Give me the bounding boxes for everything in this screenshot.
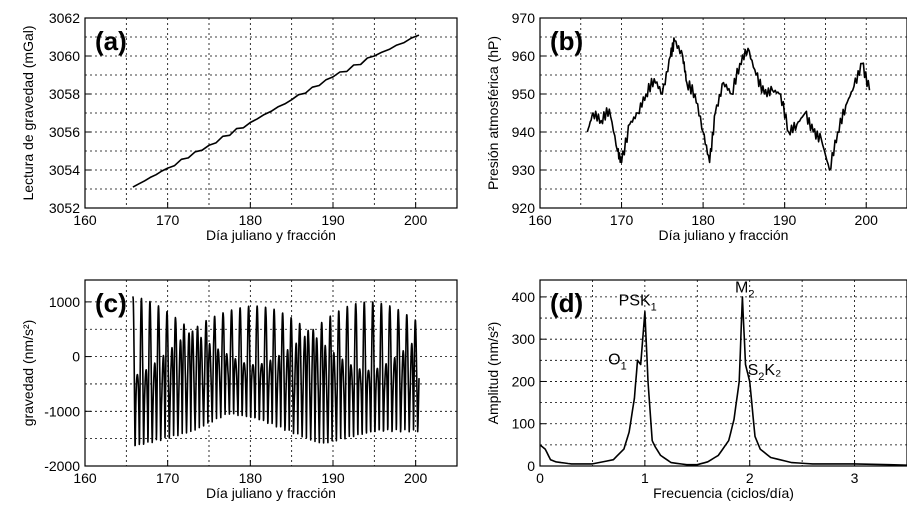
x-axis-label: Día juliano y fracción xyxy=(659,227,789,243)
x-tick-label: 3 xyxy=(851,470,859,486)
x-tick-label: 0 xyxy=(536,470,544,486)
panel-label-b: (b) xyxy=(550,26,583,56)
grid-a xyxy=(85,18,457,208)
x-tick-label: 160 xyxy=(528,212,552,228)
panel-a: 160 170 180 190 200 3052 3054 3056 3058 3060 3062 D… xyxy=(20,10,458,243)
x-tick-label: 170 xyxy=(156,212,180,228)
x-tick-label: 200 xyxy=(404,212,428,228)
x-tick-label: 180 xyxy=(239,212,263,228)
y-tick-label: 0 xyxy=(527,458,535,474)
x-tick-label: 190 xyxy=(321,212,345,228)
y-tick-label: 3054 xyxy=(49,162,80,178)
x-tick-label: 1 xyxy=(641,470,649,486)
y-tick-label: 1000 xyxy=(49,294,80,310)
annotation-part: 1 xyxy=(651,301,657,313)
y-tick-label: 0 xyxy=(72,349,80,365)
y-tick-label: 940 xyxy=(512,124,536,140)
panel-label-a: (a) xyxy=(95,26,127,56)
y-tick-label: 950 xyxy=(512,86,536,102)
y-tick-label: 960 xyxy=(512,48,536,64)
y-tick-label: 3062 xyxy=(49,10,80,26)
plot-frame-a xyxy=(84,17,458,209)
annotation-part: O xyxy=(608,352,620,369)
panel-d: 0 1 2 3 0 100 200 300 400 Frecuencia (ciclos/día)… xyxy=(485,279,907,501)
series-group-b xyxy=(586,37,871,171)
annotation-part: M xyxy=(735,280,748,297)
annotation-part: S xyxy=(748,362,759,379)
x-tick-label: 190 xyxy=(773,212,797,228)
annotation-label: PSK1 xyxy=(619,292,657,313)
series-line-c-0 xyxy=(132,296,420,447)
y-tick-label: 3052 xyxy=(49,200,80,216)
y-axis-label: Lectura de gravedad (mGal) xyxy=(20,25,36,200)
y-tick-label: 3060 xyxy=(49,48,80,64)
x-axis-label: Frecuencia (ciclos/día) xyxy=(653,485,794,501)
y-tick-label: 3056 xyxy=(49,124,80,140)
plot-frame-c xyxy=(84,279,458,467)
x-tick-label: 180 xyxy=(691,212,715,228)
x-axis-label: Día juliano y fracción xyxy=(206,227,336,243)
y-tick-label: -1000 xyxy=(44,403,80,419)
x-tick-label: 180 xyxy=(239,470,263,486)
panel-c: 160 170 180 190 200 -2000 -1000 0 1000 Día julian… xyxy=(20,279,458,501)
series-group-a xyxy=(132,34,420,188)
grid-d xyxy=(540,280,907,466)
panel-b: 160 170 180 190 200 920 930 940 950 960 970 Día jul… xyxy=(485,10,907,243)
annotation-part: 2 xyxy=(758,371,764,383)
y-tick-label: 970 xyxy=(512,10,536,26)
x-tick-label: 200 xyxy=(404,470,428,486)
x-tick-label: 190 xyxy=(321,470,345,486)
y-tick-label: 400 xyxy=(512,289,536,305)
y-tick-label: 200 xyxy=(512,373,536,389)
plot-frame-b xyxy=(539,17,907,209)
y-tick-label: 300 xyxy=(512,331,536,347)
y-tick-label: 930 xyxy=(512,162,536,178)
series-line-d-0 xyxy=(540,296,907,466)
x-tick-label: 160 xyxy=(73,212,97,228)
x-tick-label: 170 xyxy=(156,470,180,486)
panel-label-d: (d) xyxy=(550,288,583,318)
series-group-d xyxy=(540,296,907,466)
panel-label-c: (c) xyxy=(95,288,127,318)
series-line-a-0 xyxy=(132,34,420,188)
y-tick-label: -2000 xyxy=(44,458,80,474)
y-axis-label: Amplitud (nm/s²) xyxy=(485,322,501,425)
annotation-part: PSK xyxy=(619,292,651,309)
x-tick-label: 200 xyxy=(855,212,879,228)
annotation-part: K₂ xyxy=(764,362,781,379)
y-tick-label: 3058 xyxy=(49,86,80,102)
y-tick-label: 100 xyxy=(512,416,536,432)
plot-frame-d xyxy=(539,279,907,467)
y-tick-label: 920 xyxy=(512,200,536,216)
annotation-label: M2 xyxy=(735,280,754,301)
series-group-c xyxy=(132,296,420,447)
x-tick-label: 160 xyxy=(73,470,97,486)
series-line-b-0 xyxy=(586,37,871,171)
annotation-label: O1 xyxy=(608,352,627,373)
annotation-part: 1 xyxy=(621,361,627,373)
annotation-part: 2 xyxy=(748,289,754,301)
x-axis-label: Día juliano y fracción xyxy=(206,485,336,501)
x-tick-label: 170 xyxy=(610,212,634,228)
y-axis-label: Presión atmosférica (hP) xyxy=(485,36,501,190)
annotation-label: S2K₂ xyxy=(748,362,782,383)
grid-b xyxy=(540,18,907,208)
x-tick-label: 2 xyxy=(746,470,754,486)
y-axis-label: gravedad (nm/s²) xyxy=(20,320,36,427)
